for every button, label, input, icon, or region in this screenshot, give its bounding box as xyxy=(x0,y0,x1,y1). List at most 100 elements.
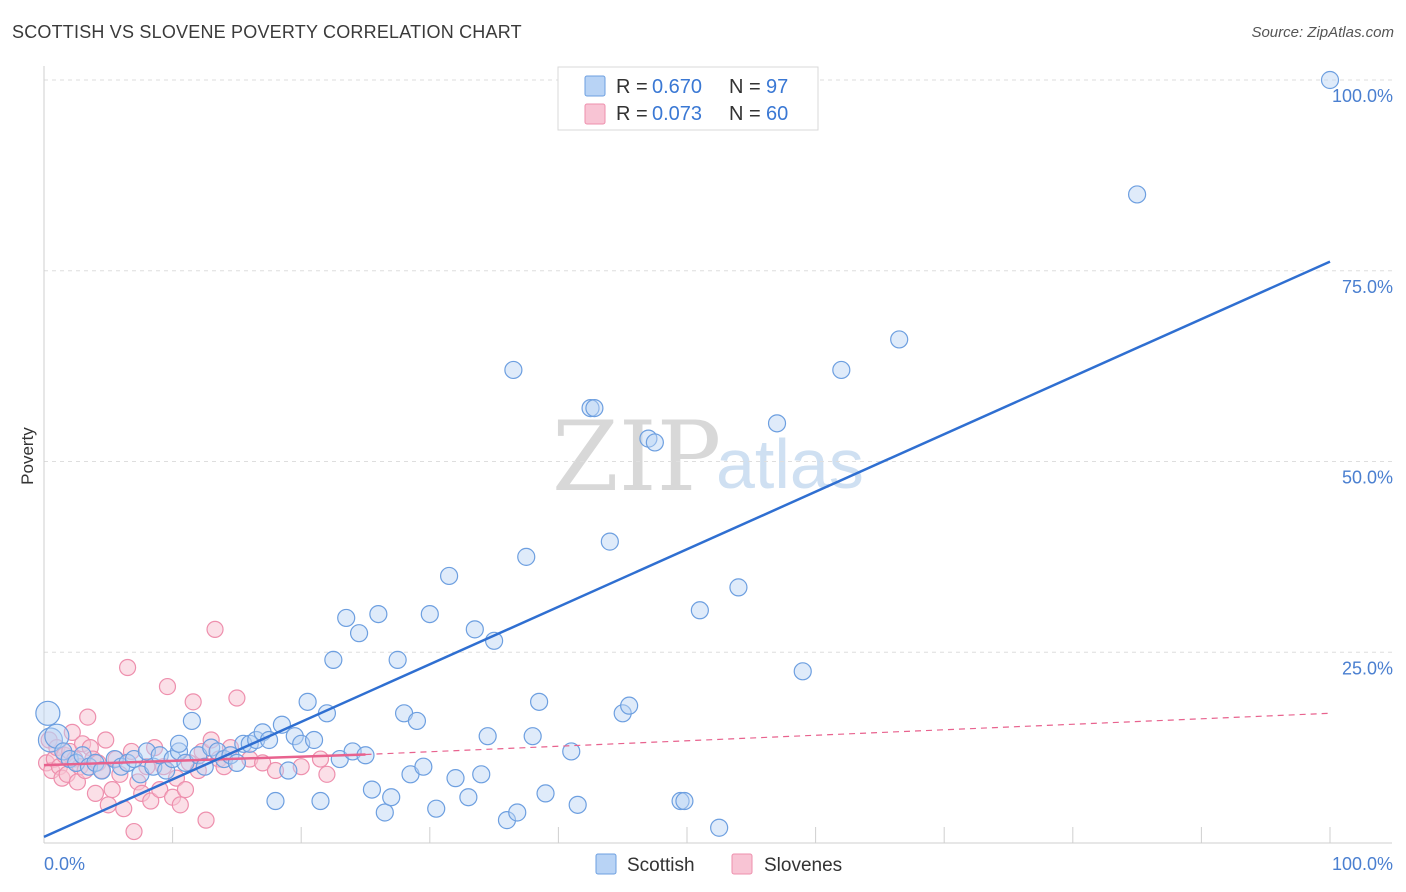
scottish-point-66 xyxy=(472,765,491,784)
slovenes-point-47 xyxy=(197,811,215,829)
slovenes-point-24 xyxy=(103,780,121,799)
slovenes-point-34 xyxy=(142,792,160,810)
slovenes-point-19 xyxy=(86,784,105,803)
scottish-point-88 xyxy=(710,818,729,837)
axes xyxy=(43,66,1392,844)
slovenes-point-58 xyxy=(311,750,330,768)
scottish-point-81 xyxy=(613,704,632,723)
scottish-point-38 xyxy=(279,761,298,780)
slovenes-point-48 xyxy=(202,731,220,749)
slovenes-point-42 xyxy=(176,780,195,799)
scottish-point-30 xyxy=(227,753,246,772)
scottish-point-64 xyxy=(459,788,478,807)
y-tick-label-0: 25.0% xyxy=(1342,658,1393,678)
scottish-point-42 xyxy=(304,730,324,750)
bottom-legend-label-slovenes: Slovenes xyxy=(764,855,842,876)
legend-r-value-slovenes: 0.073 xyxy=(652,103,702,125)
watermark-atlas: atlas xyxy=(716,425,864,503)
scottish-point-72 xyxy=(517,547,536,566)
scottish-point-82 xyxy=(620,696,639,715)
slovenes-point-53 xyxy=(228,689,246,707)
x-tick-label-1: 100.0% xyxy=(1332,854,1393,874)
scottish-point-49 xyxy=(349,624,369,643)
y-tick-label-1: 50.0% xyxy=(1342,468,1393,488)
scottish-point-87 xyxy=(690,601,709,620)
x-tick-label-0: 0.0% xyxy=(44,854,85,874)
legend-swatch-slovenes xyxy=(584,103,606,125)
trend-lines xyxy=(43,260,1331,839)
scottish-point-47 xyxy=(337,608,356,628)
scottish-point-60 xyxy=(420,604,439,624)
legend-r-label-scottish: R = xyxy=(616,76,648,98)
scottish-point-55 xyxy=(388,650,407,669)
legend-n-label-scottish: N = xyxy=(729,76,761,98)
scottish-point-62 xyxy=(439,566,459,586)
scottish-point-21 xyxy=(169,734,189,753)
scottish-point-23 xyxy=(182,711,201,731)
slovenes-point-30 xyxy=(125,822,143,841)
slovenes-point-59 xyxy=(318,765,336,783)
scottish-point-67 xyxy=(478,727,497,746)
slovenes-point-41 xyxy=(171,796,189,814)
scottish-point-58 xyxy=(407,711,427,731)
scottish-point-93 xyxy=(890,330,909,349)
scottish-point-41 xyxy=(298,692,317,711)
scottish-point-51 xyxy=(362,780,382,799)
scottish-point-84 xyxy=(645,433,664,452)
legend-r-label-slovenes: R = xyxy=(616,103,648,125)
scottish-point-80 xyxy=(600,532,619,551)
slovenes-point-16 xyxy=(79,708,97,726)
scottish-point-86 xyxy=(675,791,694,811)
scottish-point-70 xyxy=(504,360,523,380)
legend: R = 0.670 N = 97 R = 0.073 N = 60 xyxy=(557,66,819,131)
slovenes-point-38 xyxy=(158,677,177,696)
scottish-point-61 xyxy=(427,799,446,818)
watermark-zip: ZIP xyxy=(552,401,721,513)
slovenes-trend-dashed xyxy=(365,712,1331,756)
scottish-point-89 xyxy=(729,578,748,597)
legend-swatch-scottish xyxy=(584,75,606,97)
scottish-point-90 xyxy=(767,414,787,433)
scottish-point-63 xyxy=(446,769,465,788)
legend-n-value-slovenes: 60 xyxy=(766,103,788,125)
slovenes-point-28 xyxy=(118,658,137,677)
scottish-point-71 xyxy=(508,803,527,822)
slovenes-point-22 xyxy=(97,731,115,749)
bottom-legend: Scottish Slovenes xyxy=(595,853,842,876)
legend-r-value-scottish: 0.670 xyxy=(652,76,702,98)
scottish-point-39 xyxy=(285,727,304,746)
scottish-point-59 xyxy=(414,757,433,776)
scottish-point-69 xyxy=(497,811,517,830)
scottish-point-36 xyxy=(266,791,285,811)
scottish-point-75 xyxy=(536,784,555,803)
legend-n-label-slovenes: N = xyxy=(729,103,761,125)
scottish-point-74 xyxy=(530,692,549,711)
scottish-point-76 xyxy=(562,742,581,761)
slovenes-point-49 xyxy=(206,620,224,638)
chart-title: SCOTTISH VS SLOVENE POVERTY CORRELATION … xyxy=(12,22,522,42)
scottish-point-0 xyxy=(35,700,61,726)
scottish-trend-line xyxy=(43,260,1331,839)
scottish-point-54 xyxy=(382,788,401,807)
source-label: Source: ZipAtlas.com xyxy=(1251,24,1394,41)
scottish-point-65 xyxy=(465,620,484,639)
slovenes-point-44 xyxy=(184,693,202,711)
scottish-point-79 xyxy=(585,398,604,418)
y-tick-label-3: 100.0% xyxy=(1332,86,1393,106)
legend-n-value-scottish: 97 xyxy=(766,76,788,98)
slovenes-point-56 xyxy=(266,761,285,780)
scottish-point-43 xyxy=(311,791,330,811)
scottish-point-78 xyxy=(581,398,600,418)
scottish-point-52 xyxy=(369,604,388,624)
scottish-point-95 xyxy=(1320,70,1340,90)
bottom-legend-swatch-scottish xyxy=(595,853,617,875)
tick-labels: 25.0% 50.0% 75.0% 100.0% 0.0% 100.0% xyxy=(44,86,1393,874)
scottish-point-91 xyxy=(793,662,812,681)
slovenes-trend-solid xyxy=(43,753,366,767)
grid xyxy=(44,79,1392,653)
scottish-point-53 xyxy=(375,803,394,822)
scottish-point-45 xyxy=(324,650,343,669)
scottish-point-77 xyxy=(568,795,587,814)
scottish-point-92 xyxy=(832,360,851,380)
scottish-point-85 xyxy=(671,791,690,811)
